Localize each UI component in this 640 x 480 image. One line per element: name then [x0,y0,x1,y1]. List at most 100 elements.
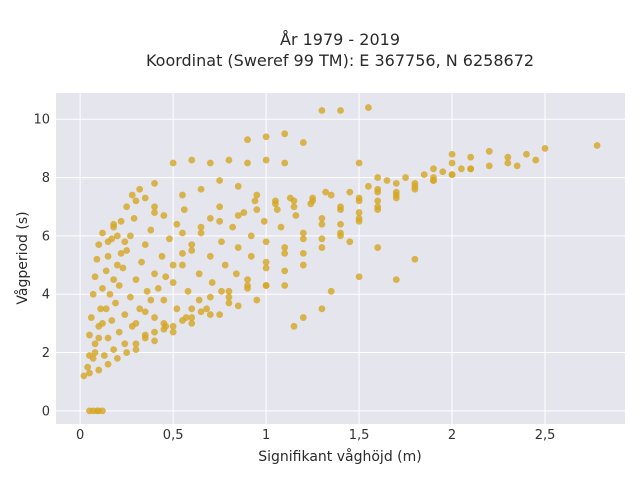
scatter-point [281,159,289,167]
scatter-point [216,217,224,225]
scatter-point [448,150,456,158]
scatter-point [91,273,99,281]
scatter-point [234,182,242,190]
scatter-point [91,349,99,356]
scatter-point [251,197,259,205]
scatter-point [151,209,158,216]
scatter-point [151,337,158,345]
scatter-point [126,232,134,240]
scatter-point [346,188,354,196]
scatter-point [136,305,144,313]
scatter-point [392,276,400,284]
scatter-point [86,331,93,339]
scatter-point [206,293,214,301]
scatter-point [206,311,214,319]
scatter-point [117,217,125,225]
scatter-point [117,249,125,257]
scatter-point [169,261,177,269]
x-tick-label: 1 [262,428,270,443]
scatter-point [160,212,168,219]
scatter-point [132,346,140,354]
y-tick-label: 6 [42,229,50,244]
scatter-point [355,217,363,225]
scatter-point [104,360,112,368]
scatter-point [439,168,447,176]
scatter-point [208,279,216,286]
scatter-point [132,319,140,327]
scatter-point [262,238,270,246]
scatter-point [281,244,289,251]
scatter-point [411,255,419,263]
scatter-point [299,235,307,243]
scatter-point [374,197,382,205]
scatter-point [197,229,205,237]
scatter-point [355,159,363,167]
scatter-point [364,104,372,111]
scatter-point [126,293,134,301]
scatter-point [132,197,140,205]
scatter-point [430,177,437,184]
scatter-point [364,182,372,190]
scatter-point [179,249,186,257]
scatter-point [160,325,168,333]
scatter-point [197,185,205,193]
y-axis-label: Vågperiod (s) [14,211,31,304]
scatter-point [106,290,114,298]
scatter-point [513,162,521,170]
x-tick-label: 0,5 [163,428,184,443]
scatter-point [504,159,512,167]
scatter-point [225,156,233,164]
scatter-point [327,191,335,199]
scatter-point [95,334,103,342]
scatter-point [216,311,224,319]
scatter-point [147,296,155,304]
scatter-point [110,276,118,284]
scatter-point [485,147,493,155]
scatter-point [80,372,88,380]
scatter-point [485,162,493,170]
scatter-point [244,159,251,167]
scatter-point [281,249,289,257]
scatter-point [104,334,112,342]
scatter-point [95,366,103,374]
scatter-point [467,165,475,173]
scatter-point [532,156,540,164]
plot-area [56,93,625,424]
y-tick-label: 4 [42,288,50,303]
scatter-point [430,165,437,173]
scatter-point [86,369,93,377]
scatter-point [123,203,131,211]
scatter-point [392,194,400,202]
scatter-point [141,334,149,342]
scatter-point [318,235,326,243]
scatter-point [337,107,344,114]
y-tick-label: 0 [42,404,50,419]
scatter-point [173,220,181,228]
scatter-point [290,197,298,205]
scatter-point [102,305,110,313]
scatter-point [138,258,145,266]
scatter-point [115,282,123,289]
scatter-point [448,171,456,179]
scatter-point [272,200,279,208]
scatter-point [253,296,261,304]
scatter-point [143,287,151,295]
scatter-point [95,241,103,249]
y-tick-label: 2 [42,346,50,361]
scatter-point [225,293,233,301]
scatter-point [318,305,326,313]
scatter-point [247,232,255,240]
scatter-point [290,322,298,330]
scatter-point [225,287,233,295]
scatter-point [169,279,177,286]
scatter-point [160,319,168,327]
scatter-point [206,252,214,260]
scatter-point [247,252,255,260]
scatter-point [197,223,205,231]
scatter-point [188,305,196,313]
scatter-point [355,197,363,205]
scatter-point [160,296,168,304]
scatter-point [147,226,155,234]
scatter-point [327,287,335,295]
scatter-point [179,191,186,199]
